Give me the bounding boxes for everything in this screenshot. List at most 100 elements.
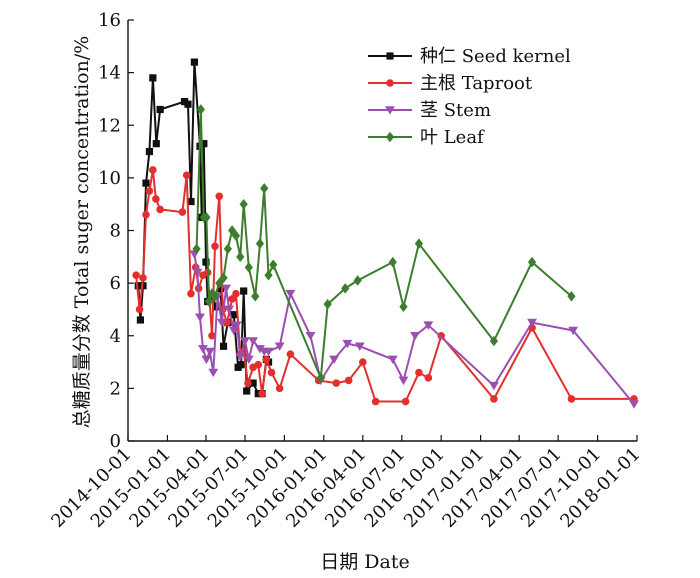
data-point-taproot (424, 374, 433, 382)
data-point-stem (398, 376, 409, 386)
data-point-taproot (152, 195, 160, 203)
data-point-seed-kernel (136, 316, 145, 324)
data-point-leaf (567, 291, 576, 302)
legend-swatch-marker (386, 52, 394, 60)
legend-label: 种仁 Seed kernel (420, 46, 571, 67)
data-point-stem (195, 313, 205, 322)
data-point-leaf (251, 291, 260, 302)
data-point-stem (274, 342, 285, 351)
data-point-taproot (156, 205, 164, 214)
data-point-leaf (323, 298, 332, 310)
y-tick-label: 4 (110, 326, 121, 347)
data-point-leaf (388, 256, 397, 268)
data-point-taproot (258, 389, 266, 398)
data-point-leaf (215, 277, 224, 289)
data-point-leaf (236, 251, 245, 263)
x-axis-title: 日期 Date (320, 551, 409, 573)
data-point-seed-kernel (190, 58, 199, 66)
data-point-leaf (527, 256, 537, 268)
data-point-leaf (260, 183, 269, 194)
series-leaf (192, 104, 576, 384)
data-point-seed-kernel (219, 342, 228, 350)
data-point-stem (204, 347, 215, 357)
data-point-stem (410, 331, 420, 341)
data-point-stem (305, 331, 316, 341)
data-point-leaf (353, 275, 362, 286)
data-point-stem (221, 284, 232, 293)
legend: 种仁 Seed kernel 主根 Taproot 茎 Stem 叶 Leaf (368, 46, 571, 148)
y-tick-label: 0 (110, 431, 121, 452)
legend-label: 主根 Taproot (420, 73, 533, 94)
data-point-taproot (142, 210, 150, 219)
data-point-leaf (202, 212, 211, 223)
data-point-stem (387, 355, 398, 365)
data-point-leaf (228, 225, 237, 236)
data-point-leaf (255, 238, 265, 249)
data-point-taproot (149, 166, 157, 174)
y-tick-label: 12 (98, 115, 121, 136)
data-point-leaf (204, 296, 214, 307)
data-point-taproot (415, 368, 423, 377)
data-point-stem (354, 342, 365, 351)
data-point-leaf (231, 230, 241, 242)
data-point-leaf (399, 301, 408, 313)
data-point-stem (228, 326, 239, 336)
legend-label: 叶 Leaf (420, 127, 485, 148)
data-point-taproot (228, 295, 236, 303)
data-point-taproot (344, 376, 353, 385)
data-point-stem (231, 321, 242, 330)
data-point-seed-kernel (145, 147, 154, 156)
data-point-stem (201, 355, 212, 365)
data-point-stem (285, 289, 296, 299)
data-point-stem (198, 345, 208, 354)
data-point-leaf (192, 243, 201, 255)
legend-item-seed-kernel: 种仁 Seed kernel (368, 46, 571, 67)
data-point-taproot (182, 171, 191, 180)
data-point-taproot (178, 208, 187, 216)
data-point-taproot (232, 289, 240, 298)
data-point-taproot (132, 271, 140, 280)
data-point-leaf (414, 238, 424, 249)
data-point-stem (192, 268, 203, 278)
y-tick-label: 16 (98, 10, 121, 31)
y-axis-ticks: 0 2 4 6 8 10 12 14 16 (98, 10, 134, 452)
legend-swatch-marker (385, 106, 395, 115)
data-point-taproot (187, 289, 195, 298)
data-point-leaf (489, 335, 499, 347)
data-point-taproot (490, 395, 498, 403)
y-tick-label: 14 (98, 63, 121, 84)
data-point-taproot (358, 358, 367, 366)
data-point-stem (423, 321, 434, 330)
data-point-taproot (275, 384, 284, 393)
y-axis-title: 总糖质量分数 Total suger concentration/% (71, 36, 93, 429)
series-layer (132, 58, 639, 409)
data-point-stem (235, 352, 246, 362)
y-tick-label: 2 (110, 378, 121, 399)
data-point-taproot (244, 379, 252, 387)
data-point-stem (240, 337, 250, 346)
data-point-taproot (401, 397, 410, 406)
legend-item-leaf: 叶 Leaf (368, 127, 485, 148)
data-point-stem (208, 368, 219, 378)
data-point-taproot (267, 368, 276, 377)
data-point-seed-kernel (142, 179, 150, 187)
data-point-leaf (210, 291, 220, 302)
legend-swatch-marker (386, 79, 394, 87)
data-point-seed-kernel (237, 361, 245, 369)
data-point-leaf (244, 262, 253, 273)
data-point-leaf (316, 372, 325, 384)
legend-swatch-marker (385, 131, 395, 143)
y-tick-label: 6 (110, 273, 121, 294)
data-point-taproot (139, 274, 147, 282)
data-point-taproot (135, 305, 144, 314)
data-point-seed-kernel (184, 100, 192, 108)
data-point-stem (568, 326, 579, 336)
data-point-leaf (269, 259, 278, 270)
data-point-leaf (196, 104, 205, 115)
data-point-stem (224, 305, 235, 315)
legend-item-stem: 茎 Stem (368, 100, 491, 121)
data-point-stem (489, 381, 499, 391)
data-point-seed-kernel (202, 258, 210, 266)
data-point-taproot (254, 360, 263, 369)
